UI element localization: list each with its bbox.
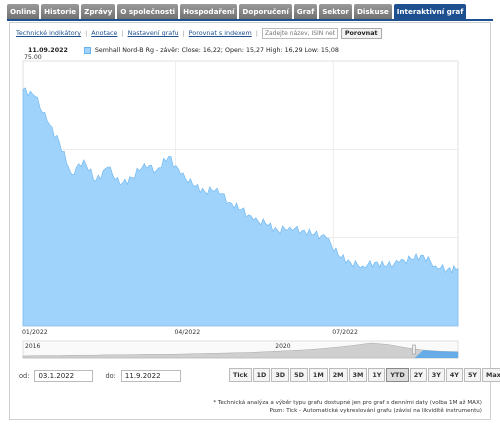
search-input[interactable] xyxy=(261,27,338,39)
range-button-3y[interactable]: 3Y xyxy=(427,368,445,382)
tab-o-společnosti[interactable]: O společnosti xyxy=(117,4,179,20)
footnotes: * Technická analýza a výběr typu grafu d… xyxy=(213,399,482,415)
tab-interaktivní-graf[interactable]: Interaktivní graf xyxy=(393,4,467,20)
chart-info: 11.09.2022 Semhall Nord-B Rg - závěr: Cl… xyxy=(28,47,339,54)
navigator-selection xyxy=(414,350,458,358)
range-button-3d[interactable]: 3D xyxy=(271,368,290,382)
range-button-ytd[interactable]: YTD xyxy=(386,368,409,382)
from-label: od: xyxy=(19,372,30,380)
range-button-2y[interactable]: 2Y xyxy=(409,368,427,382)
current-date: 11.09.2022 xyxy=(28,47,68,54)
footnote: * Technická analýza a výběr typu grafu d… xyxy=(213,400,482,406)
legend-text: Semhall Nord-B Rg - závěr: Close: 16,22;… xyxy=(94,47,339,54)
range-button-5d[interactable]: 5D xyxy=(290,368,308,382)
legend-swatch xyxy=(83,47,91,54)
range-button-4y[interactable]: 4Y xyxy=(445,368,463,382)
navigator-series xyxy=(22,342,459,359)
tab-underline xyxy=(7,19,493,21)
tab-historie[interactable]: Historie xyxy=(41,4,80,20)
x-tick-label: 04/2022 xyxy=(175,329,201,336)
navigator-handle xyxy=(412,344,416,355)
separator: | xyxy=(85,29,88,37)
to-date-input[interactable] xyxy=(120,370,181,382)
date-range: od: do: xyxy=(19,370,193,382)
tab-diskuse[interactable]: Diskuse xyxy=(353,4,392,20)
compare-button[interactable]: Porovnat xyxy=(340,27,382,39)
range-button-1d[interactable]: 1D xyxy=(252,368,271,382)
tab-graf[interactable]: Graf xyxy=(293,4,318,20)
tab-zprávy[interactable]: Zprávy xyxy=(81,4,116,20)
footnote: Pozn: Tick - Automatické vykreslování gr… xyxy=(269,408,482,414)
range-button-tick[interactable]: Tick xyxy=(229,368,252,382)
price-chart[interactable]: 0.0025.0050.0075.0001/202204/202207/2022… xyxy=(10,23,490,363)
chart-toolbar: Technické indikátory | Anotace | Nastave… xyxy=(16,27,382,39)
range-button-2m[interactable]: 2M xyxy=(328,368,348,382)
range-button-3m[interactable]: 3M xyxy=(348,368,368,382)
navigator-year-label: 2016 xyxy=(25,343,40,350)
settings-link[interactable]: Nastavení grafu xyxy=(127,29,179,37)
tab-doporučení[interactable]: Doporučení xyxy=(239,4,292,20)
annotations-link[interactable]: Anotace xyxy=(91,29,118,37)
range-button-1m[interactable]: 1M xyxy=(308,368,328,382)
to-label: do: xyxy=(105,372,116,380)
range-button-5y[interactable]: 5Y xyxy=(463,368,482,382)
y-tick-label: 75.00 xyxy=(24,54,42,61)
separator: | xyxy=(255,29,258,37)
tab-hospodaření[interactable]: Hospodaření xyxy=(180,4,238,20)
indicators-link[interactable]: Technické indikátory xyxy=(16,29,82,37)
from-date-input[interactable] xyxy=(34,370,94,382)
separator: | xyxy=(121,29,124,37)
tab-online[interactable]: Online xyxy=(7,4,40,20)
separator: | xyxy=(182,29,185,37)
x-tick-label: 07/2022 xyxy=(332,329,358,336)
tab-sektor[interactable]: Sektor xyxy=(319,4,352,20)
chart-panel: Technické indikátory | Anotace | Nastave… xyxy=(9,22,500,420)
tab-bar: Online Historie Zprávy O společnosti Hospoda… xyxy=(7,4,467,20)
navigator-year-label: 2020 xyxy=(275,343,290,350)
range-button-1y[interactable]: 1Y xyxy=(368,368,386,382)
range-buttons: Tick 1D 3D 5D 1M 2M 3M 1Y YTD 2Y 3Y 4Y 5Y Max xyxy=(229,368,500,382)
price-area-series xyxy=(22,87,459,327)
range-button-max[interactable]: Max xyxy=(482,368,500,382)
compare-index-link[interactable]: Porovnat s indexem xyxy=(188,29,252,37)
x-tick-label: 01/2022 xyxy=(22,329,48,336)
